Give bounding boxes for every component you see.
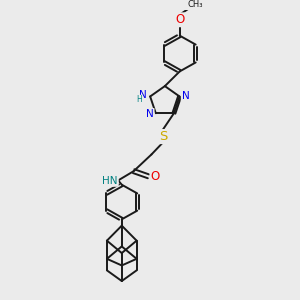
Text: N: N [140, 90, 147, 100]
Text: HN: HN [102, 176, 118, 186]
Text: CH₃: CH₃ [188, 0, 203, 9]
Text: N: N [182, 91, 189, 101]
Text: S: S [159, 130, 167, 143]
Text: O: O [150, 170, 160, 183]
Text: O: O [176, 13, 185, 26]
Text: N: N [146, 109, 154, 119]
Text: H: H [136, 95, 142, 104]
